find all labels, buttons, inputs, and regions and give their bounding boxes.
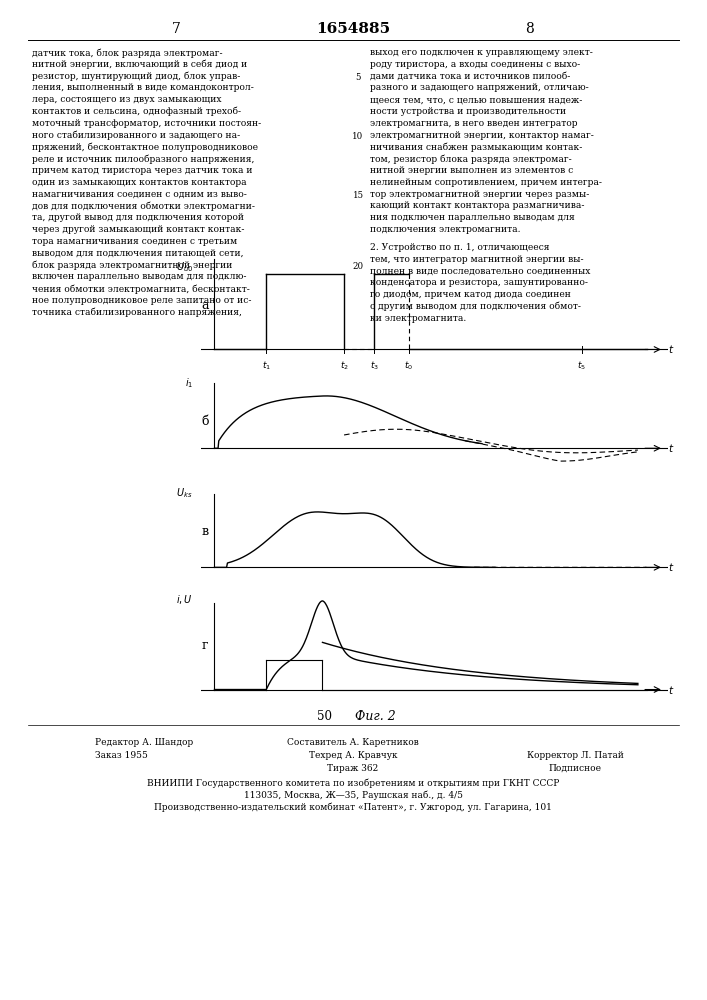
Text: резистор, шунтирующий диод, блок управ-: резистор, шунтирующий диод, блок управ- — [32, 72, 240, 81]
Text: ничивания снабжен размыкающим контак-: ничивания снабжен размыкающим контак- — [370, 142, 583, 152]
Text: том, резистор блока разряда электромаг-: том, резистор блока разряда электромаг- — [370, 154, 572, 164]
Text: Производственно-издательский комбинат «Патент», г. Ужгород, ул. Гагарина, 101: Производственно-издательский комбинат «П… — [154, 802, 552, 812]
Text: 2. Устройство по п. 1, отличающееся: 2. Устройство по п. 1, отличающееся — [370, 243, 549, 252]
Text: Заказ 1955: Заказ 1955 — [95, 751, 148, 760]
Text: блок разряда электромагнитной энергии: блок разряда электромагнитной энергии — [32, 260, 233, 270]
Text: электромагнита, в него введен интегратор: электромагнита, в него введен интегратор — [370, 119, 578, 128]
Text: $t$: $t$ — [668, 343, 674, 355]
Text: б: б — [201, 415, 209, 428]
Text: точника стабилизированного напряжения,: точника стабилизированного напряжения, — [32, 308, 242, 317]
Text: нитной энергии выполнен из элементов с: нитной энергии выполнен из элементов с — [370, 166, 573, 175]
Text: Редактор А. Шандор: Редактор А. Шандор — [95, 738, 193, 747]
Text: кающий контакт контактора размагничива-: кающий контакт контактора размагничива- — [370, 201, 585, 210]
Text: 113035, Москва, Ж—35, Раушская наб., д. 4/5: 113035, Москва, Ж—35, Раушская наб., д. … — [243, 790, 462, 800]
Text: дов для подключения обмотки электромагни-: дов для подключения обмотки электромагни… — [32, 201, 255, 211]
Text: разного и задающего напряжений, отличаю-: разного и задающего напряжений, отличаю- — [370, 83, 589, 92]
Text: Составитель А. Каретников: Составитель А. Каретников — [287, 738, 419, 747]
Text: контактов и сельсина, однофазный трехоб-: контактов и сельсина, однофазный трехоб- — [32, 107, 241, 116]
Text: подключения электромагнита.: подключения электромагнита. — [370, 225, 520, 234]
Text: $t$: $t$ — [668, 561, 674, 573]
Text: $U_{ks}$: $U_{ks}$ — [176, 487, 193, 500]
Text: пряжений, бесконтактное полупроводниковое: пряжений, бесконтактное полупроводниково… — [32, 142, 258, 152]
Text: ки электромагнита.: ки электромагнита. — [370, 314, 466, 323]
Text: щееся тем, что, с целью повышения надеж-: щееся тем, что, с целью повышения надеж- — [370, 95, 583, 104]
Text: роду тиристора, а входы соединены с выхо-: роду тиристора, а входы соединены с выхо… — [370, 60, 580, 69]
Text: $i_1$: $i_1$ — [185, 376, 193, 390]
Text: 8: 8 — [525, 22, 534, 36]
Text: лера, состоящего из двух замыкающих: лера, состоящего из двух замыкающих — [32, 95, 221, 104]
Text: Фиг. 2: Фиг. 2 — [355, 710, 395, 723]
Text: Подписное: Подписное — [549, 764, 602, 773]
Text: чения обмотки электромагнита, бесконтакт-: чения обмотки электромагнита, бесконтакт… — [32, 284, 250, 294]
Text: выводом для подключения питающей сети,: выводом для подключения питающей сети, — [32, 249, 243, 258]
Text: го диодом, причем катод диода соединен: го диодом, причем катод диода соединен — [370, 290, 571, 299]
Text: $i,U$: $i,U$ — [176, 593, 193, 606]
Text: Тираж 362: Тираж 362 — [327, 764, 379, 773]
Text: ВНИИПИ Государственного комитета по изобретениям и открытиям при ГКНТ СССР: ВНИИПИ Государственного комитета по изоб… — [147, 778, 559, 788]
Text: a: a — [201, 299, 209, 312]
Text: 10: 10 — [352, 132, 363, 141]
Text: причем катод тиристора через датчик тока и: причем катод тиристора через датчик тока… — [32, 166, 252, 175]
Text: намагничивания соединен с одним из выво-: намагничивания соединен с одним из выво- — [32, 190, 247, 199]
Text: реле и источник пилообразного напряжения,: реле и источник пилообразного напряжения… — [32, 154, 255, 164]
Text: $t$: $t$ — [668, 684, 674, 696]
Text: выход его подключен к управляющему элект-: выход его подключен к управляющему элект… — [370, 48, 593, 57]
Text: включен параллельно выводам для подклю-: включен параллельно выводам для подклю- — [32, 272, 247, 281]
Text: Корректор Л. Патай: Корректор Л. Патай — [527, 751, 624, 760]
Text: тор электромагнитной энергии через размы-: тор электромагнитной энергии через размы… — [370, 190, 590, 199]
Text: ного стабилизированного и задающего на-: ного стабилизированного и задающего на- — [32, 131, 240, 140]
Text: $t_1$: $t_1$ — [262, 359, 271, 372]
Text: ности устройства и производительности: ности устройства и производительности — [370, 107, 566, 116]
Text: $t_2$: $t_2$ — [339, 359, 349, 372]
Text: $t_3$: $t_3$ — [370, 359, 379, 372]
Text: $U_{u0}$: $U_{u0}$ — [175, 260, 193, 274]
Text: тора намагничивания соединен с третьим: тора намагничивания соединен с третьим — [32, 237, 238, 246]
Text: та, другой вывод для подключения которой: та, другой вывод для подключения которой — [32, 213, 244, 222]
Text: датчик тока, блок разряда электромаг-: датчик тока, блок разряда электромаг- — [32, 48, 223, 57]
Text: с другим выводом для подключения обмот-: с другим выводом для подключения обмот- — [370, 302, 581, 311]
Text: нитной энергии, включающий в себя диод и: нитной энергии, включающий в себя диод и — [32, 60, 247, 69]
Text: 50: 50 — [317, 710, 332, 723]
Text: дами датчика тока и источников пилооб-: дами датчика тока и источников пилооб- — [370, 72, 571, 81]
Text: электромагнитной энергии, контактор намаг-: электромагнитной энергии, контактор нама… — [370, 131, 594, 140]
Text: 5: 5 — [355, 73, 361, 82]
Text: г: г — [201, 639, 209, 652]
Text: через другой замыкающий контакт контак-: через другой замыкающий контакт контак- — [32, 225, 245, 234]
Text: 7: 7 — [172, 22, 180, 36]
Text: один из замыкающих контактов контактора: один из замыкающих контактов контактора — [32, 178, 247, 187]
Text: ления, выполненный в виде командоконтрол-: ления, выполненный в виде командоконтрол… — [32, 83, 254, 92]
Text: $t_0$: $t_0$ — [404, 359, 414, 372]
Text: Техред А. Кравчук: Техред А. Кравчук — [309, 751, 397, 760]
Text: нелинейным сопротивлением, причем интегра-: нелинейным сопротивлением, причем интегр… — [370, 178, 602, 187]
Text: $t$: $t$ — [668, 442, 674, 454]
Text: моточный трансформатор, источники постоян-: моточный трансформатор, источники постоя… — [32, 119, 262, 128]
Text: полнен в виде последовательно соединенных: полнен в виде последовательно соединенны… — [370, 266, 590, 275]
Text: ния подключен параллельно выводам для: ния подключен параллельно выводам для — [370, 213, 575, 222]
Text: 20: 20 — [352, 262, 363, 271]
Text: ное полупроводниковое реле запитано от ис-: ное полупроводниковое реле запитано от и… — [32, 296, 252, 305]
Text: в: в — [201, 525, 209, 538]
Text: конденсатора и резистора, зашунтированно-: конденсатора и резистора, зашунтированно… — [370, 278, 588, 287]
Text: 1654885: 1654885 — [316, 22, 390, 36]
Text: тем, что интегратор магнитной энергии вы-: тем, что интегратор магнитной энергии вы… — [370, 255, 583, 264]
Text: $t_5$: $t_5$ — [577, 359, 586, 372]
Text: 15: 15 — [352, 191, 363, 200]
